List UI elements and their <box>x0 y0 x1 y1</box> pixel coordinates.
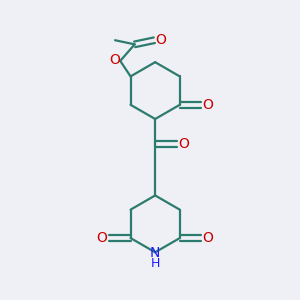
Text: O: O <box>203 98 214 112</box>
Text: O: O <box>203 231 214 245</box>
Text: H: H <box>151 257 160 270</box>
Text: O: O <box>97 231 108 245</box>
Text: O: O <box>178 137 189 151</box>
Text: N: N <box>150 246 160 260</box>
Text: O: O <box>110 53 121 67</box>
Text: O: O <box>156 33 167 47</box>
